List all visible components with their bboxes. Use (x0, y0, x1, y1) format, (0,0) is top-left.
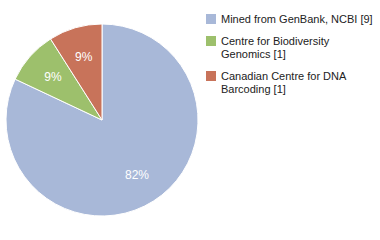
legend-label: Mined from GenBank, NCBI [9] (221, 13, 373, 25)
background (0, 0, 380, 240)
legend-label: Centre for BiodiversityGenomics [1] (221, 35, 330, 60)
legend-label-line: Genomics [1] (221, 48, 286, 60)
legend-swatch (206, 36, 216, 46)
legend-label-line: Canadian Centre for DNA (221, 70, 347, 82)
legend-label-line: Mined from GenBank, NCBI [9] (221, 13, 373, 25)
legend-label: Canadian Centre for DNABarcoding [1] (221, 70, 347, 95)
pie-slice (6, 24, 198, 216)
slices (6, 24, 198, 216)
chart-svg: 82% 9% 9% Mined from GenBank, NCBI [9] Centr… (0, 0, 380, 240)
slice-labels: 82% 9% 9% (44, 50, 149, 182)
slice-label: 82% (125, 168, 149, 182)
legend: Mined from GenBank, NCBI [9] Centre for B… (206, 13, 373, 95)
chart-container: 82% 9% 9% Mined from GenBank, NCBI [9] Centr… (0, 0, 380, 240)
legend-swatch (206, 14, 216, 24)
slice-label: 9% (44, 70, 62, 84)
legend-swatch (206, 71, 216, 81)
slice-label: 9% (75, 50, 93, 64)
legend-label-line: Barcoding [1] (221, 83, 286, 95)
legend-label-line: Centre for Biodiversity (221, 35, 330, 47)
